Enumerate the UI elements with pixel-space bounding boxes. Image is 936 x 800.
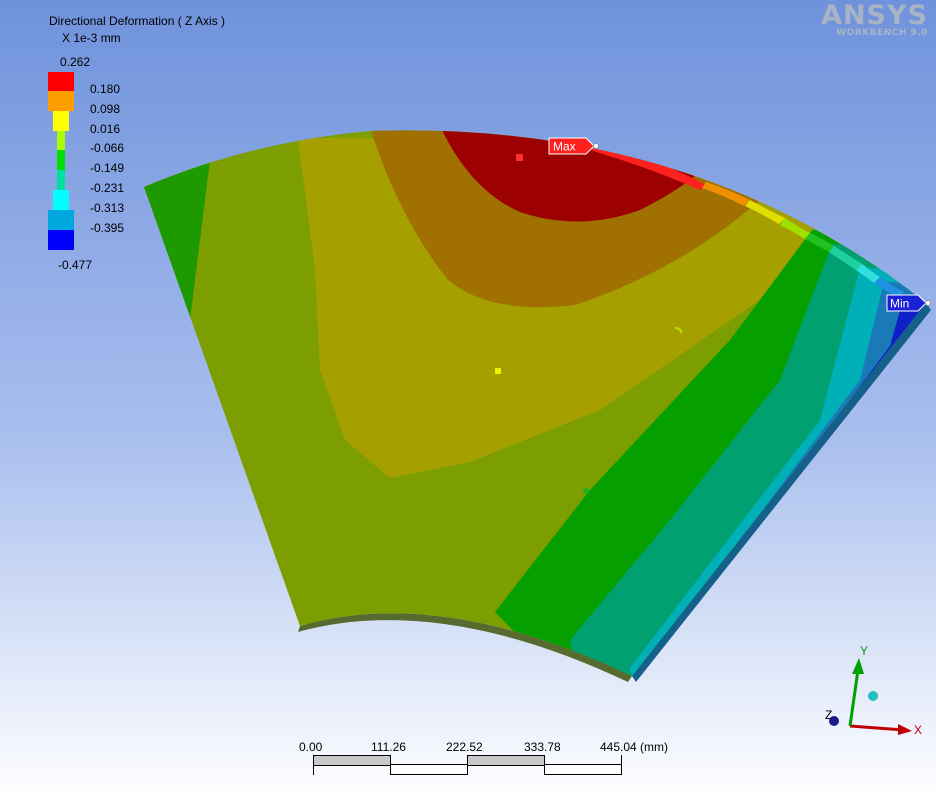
- legend-level: 0.016: [90, 122, 121, 136]
- legend-color-bar: [48, 72, 74, 250]
- legend-level: -0.231: [90, 181, 125, 195]
- legend-level: -0.395: [90, 221, 125, 235]
- scale-bar-segments: [313, 755, 622, 775]
- legend-units: X 1e-3 mm: [62, 31, 121, 45]
- legend-level: 0.098: [90, 102, 121, 116]
- legend-level-min: -0.477: [58, 258, 93, 272]
- scale-tick: 333.78: [524, 740, 561, 754]
- scale-tick: 445.04 (mm): [600, 740, 669, 754]
- axis-y-label: Y: [860, 644, 868, 658]
- logo-brand: ANSYS: [821, 0, 928, 31]
- axis-x-label: X: [914, 723, 922, 737]
- probe-point: [674, 327, 682, 334]
- max-marker-label: Max: [553, 140, 576, 154]
- legend-level: -0.066: [90, 141, 125, 155]
- scale-bar: 0.00 111.26 222.52 333.78 445.04 (mm): [296, 738, 696, 783]
- scale-tick: 0.00: [299, 740, 323, 754]
- probe-point: [495, 368, 501, 374]
- scale-tick: 222.52: [446, 740, 483, 754]
- legend-level-max: 0.262: [60, 55, 91, 69]
- logo-subtitle: WORKBENCH 9.0: [836, 28, 928, 38]
- legend-level: -0.149: [90, 161, 125, 175]
- ansys-logo: ANSYS WORKBENCH 9.0: [821, 0, 928, 39]
- max-probe-point: [516, 154, 523, 161]
- probe-point: [583, 488, 589, 494]
- sector-thickness-edge: [298, 613, 632, 682]
- axis-triad[interactable]: X Y Z: [812, 636, 936, 746]
- contour-legend: Directional Deformation ( Z Axis ) X 1e-…: [0, 0, 260, 280]
- legend-title: Directional Deformation ( Z Axis ): [49, 14, 226, 28]
- legend-level: -0.313: [90, 201, 125, 215]
- legend-level: 0.180: [90, 82, 121, 96]
- max-marker[interactable]: Max: [548, 135, 608, 157]
- axis-z-label: Z: [825, 708, 832, 722]
- min-marker-label: Min: [890, 297, 909, 311]
- min-marker[interactable]: Min: [886, 292, 936, 314]
- sector-side-edge: [632, 303, 931, 682]
- scale-tick: 111.26: [371, 740, 406, 754]
